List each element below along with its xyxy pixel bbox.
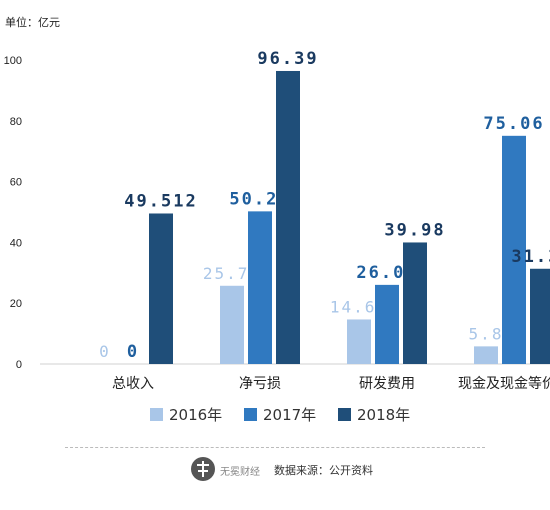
legend-label: 2016年: [169, 406, 222, 424]
category-label: 净亏损: [239, 376, 281, 392]
category-label: 研发费用: [359, 376, 415, 392]
data-label: 25.73: [203, 264, 261, 283]
data-label: 26.03: [356, 263, 417, 283]
footer-divider: [65, 447, 485, 448]
legend-label: 2018年: [357, 406, 410, 424]
bar: [248, 211, 272, 364]
brand-logo-icon: [191, 457, 215, 481]
data-label: 50.21: [229, 189, 290, 209]
data-label: 0: [127, 342, 139, 362]
data-label: 39.98: [384, 220, 445, 240]
y-tick-label: 20: [10, 298, 22, 310]
unit-label: 单位：亿元: [5, 17, 60, 29]
bar: [276, 70, 300, 365]
data-label: 5.8: [469, 324, 504, 343]
data-label: 0: [99, 342, 111, 361]
bar: [347, 319, 371, 364]
bar: [403, 242, 427, 364]
bar: [149, 213, 173, 364]
category-label: 现金及现金等价物: [458, 375, 550, 392]
y-tick-label: 100: [4, 55, 22, 67]
data-label: 14.65: [330, 297, 388, 316]
legend-swatch: [244, 408, 257, 421]
bar: [530, 268, 550, 364]
y-tick-label: 0: [16, 359, 22, 371]
bar: [474, 346, 498, 364]
data-label: 31.33: [511, 247, 550, 267]
bar: [220, 285, 244, 364]
data-label: 49.512: [124, 191, 197, 211]
data-label: 96.39: [257, 49, 318, 69]
legend-label: 2017年: [263, 406, 316, 424]
y-tick-label: 40: [10, 237, 22, 249]
legend-swatch: [338, 408, 351, 421]
footer: 无冕财经 数据来源：公开资料: [190, 456, 450, 484]
category-label: 总收入: [112, 376, 154, 392]
y-tick-label: 80: [10, 116, 22, 128]
data-label: 75.06: [483, 114, 544, 134]
brand-name: 无冕财经: [220, 467, 260, 478]
bar: [375, 284, 399, 364]
bar: [502, 135, 526, 364]
data-source: 数据来源：公开资料: [274, 465, 373, 477]
legend-swatch: [150, 408, 163, 421]
y-tick-label: 60: [10, 177, 22, 189]
